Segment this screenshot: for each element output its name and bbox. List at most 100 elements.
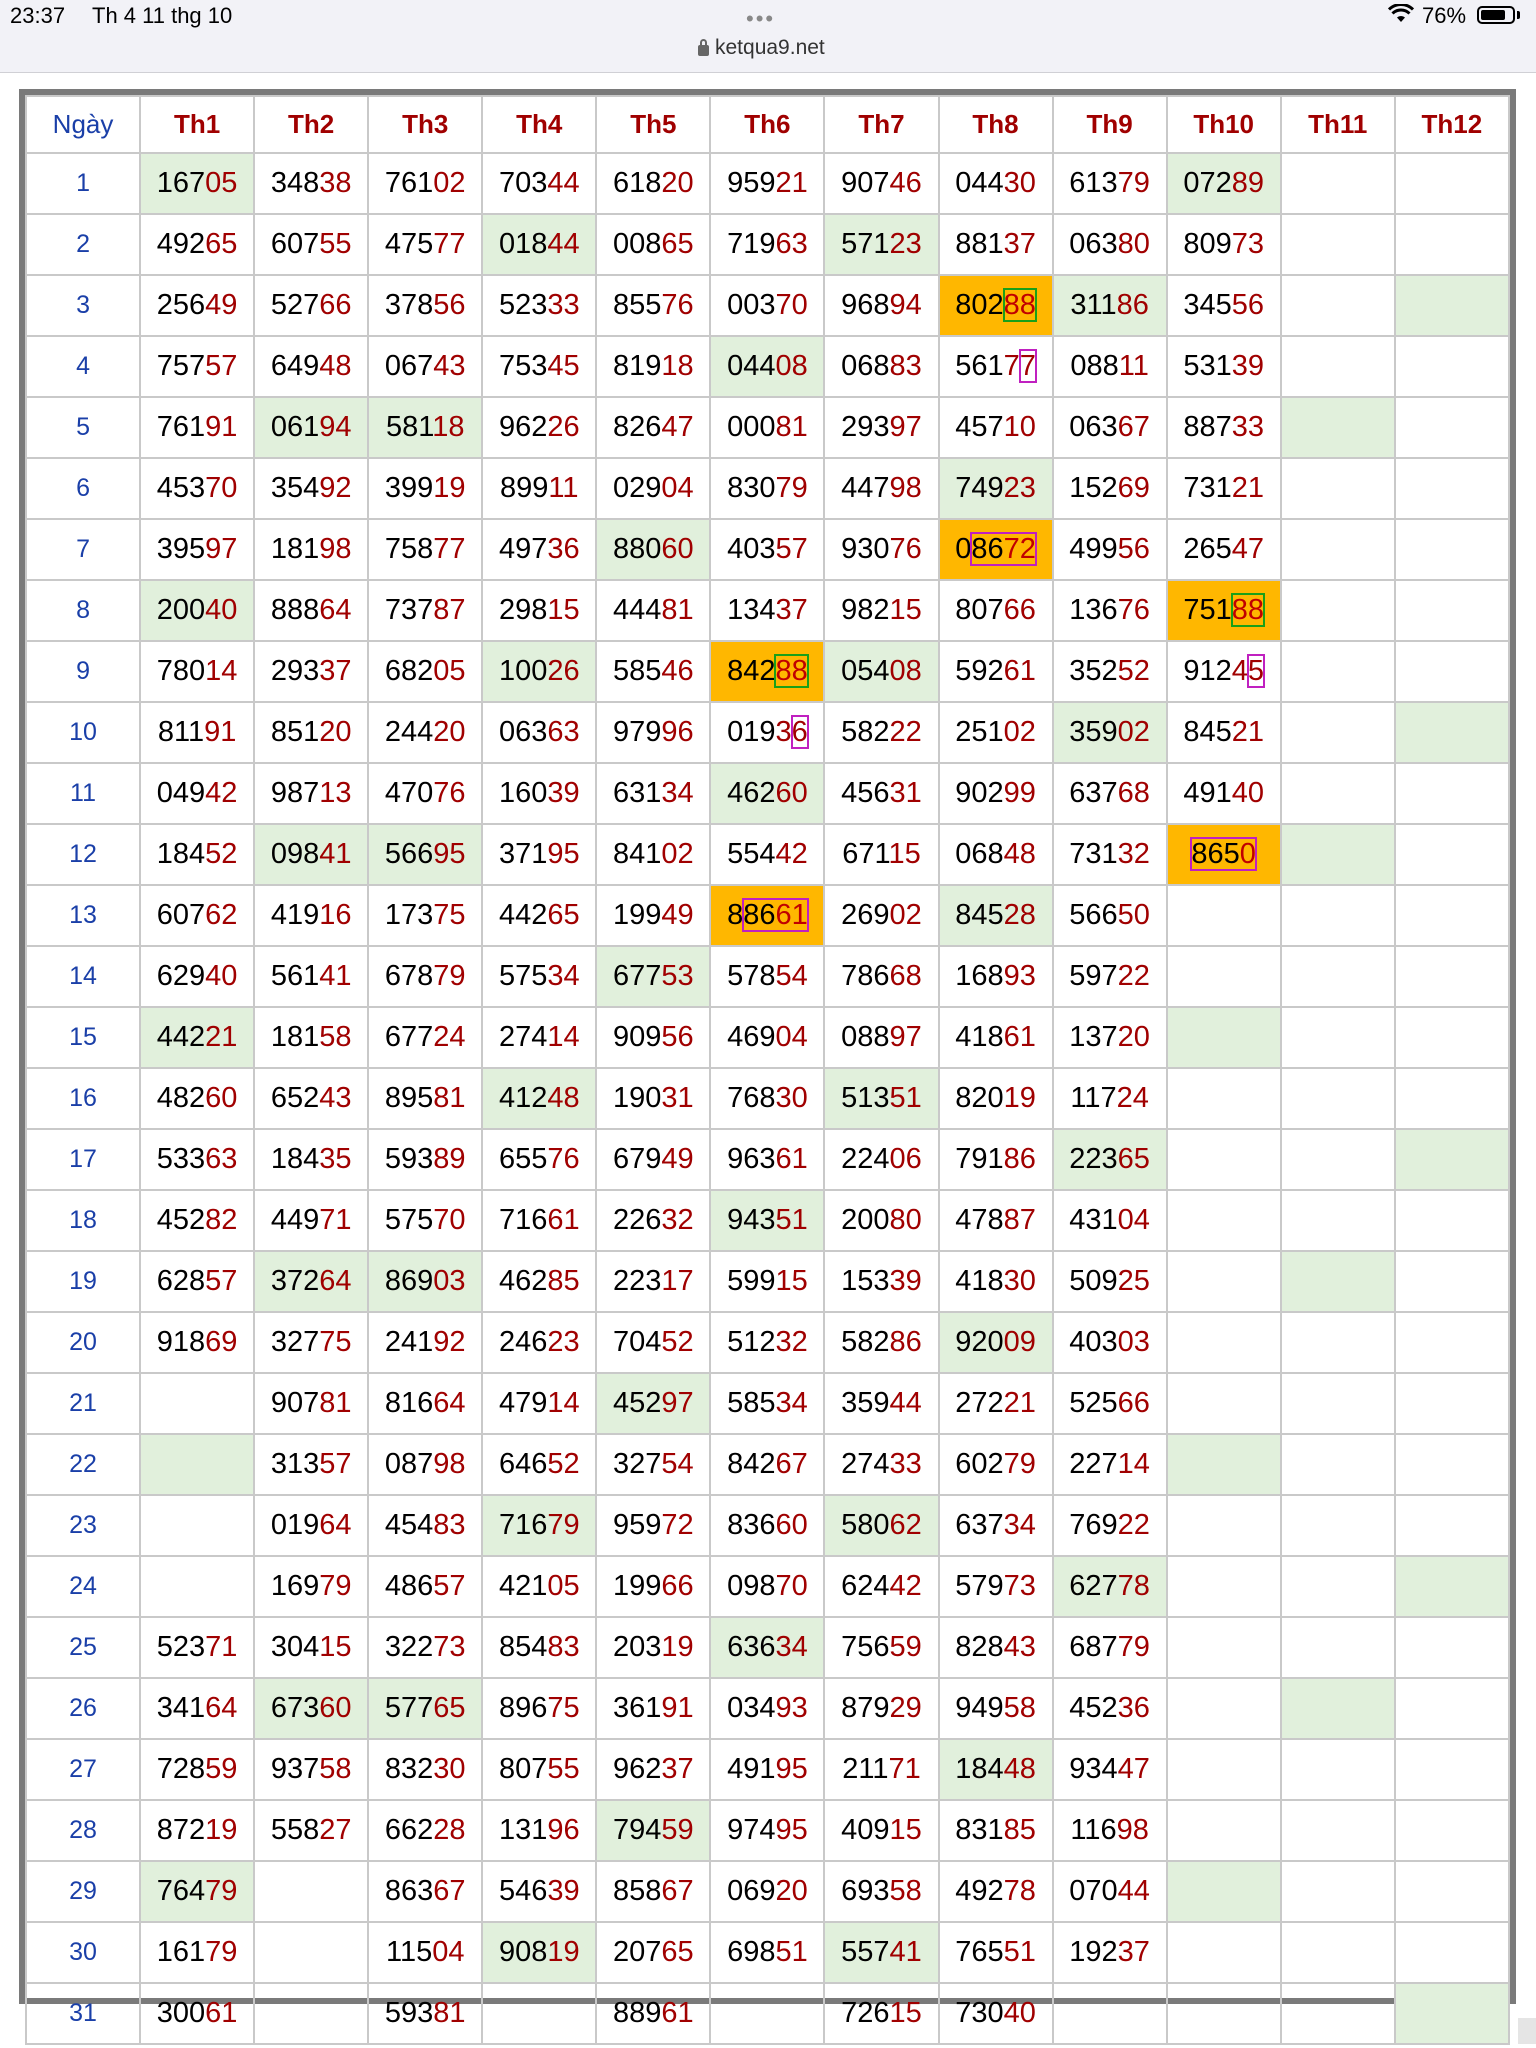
result-cell: 52766: [253, 274, 370, 337]
result-cell: 00081: [709, 396, 826, 459]
result-cell: 82647: [595, 396, 712, 459]
result-cell: 34556: [1165, 274, 1282, 337]
result-cell: 78668: [823, 945, 940, 1008]
result-cell: 52333: [481, 274, 598, 337]
empty-cell: [1393, 213, 1511, 276]
result-cell: 16979: [253, 1555, 370, 1618]
result-cell: 11698: [1051, 1799, 1168, 1862]
month-header-12: Th12: [1393, 95, 1511, 154]
empty-cell: [1393, 1494, 1511, 1557]
empty-cell: [1165, 1311, 1282, 1374]
result-cell: 87929: [823, 1677, 940, 1740]
empty-cell: [1279, 335, 1396, 398]
result-cell: 73040: [937, 1982, 1054, 2045]
result-cell: 31357: [253, 1433, 370, 1496]
result-cell: 98215: [823, 579, 940, 642]
result-cell: 03493: [709, 1677, 826, 1740]
result-cell: 53139: [1165, 335, 1282, 398]
result-cell: 84528: [937, 884, 1054, 947]
empty-cell: [1279, 1494, 1396, 1557]
result-cell: 45710: [937, 396, 1054, 459]
result-cell: 92009: [937, 1311, 1054, 1374]
empty-cell: [1165, 1372, 1282, 1435]
empty-cell: [1393, 884, 1511, 947]
result-cell: 09870: [709, 1555, 826, 1618]
empty-cell: [1279, 1677, 1396, 1740]
result-cell: 88137: [937, 213, 1054, 276]
result-cell: 67879: [367, 945, 484, 1008]
empty-cell: [1393, 152, 1511, 215]
result-cell: 64652: [481, 1433, 598, 1496]
empty-cell: [1165, 1921, 1282, 1984]
result-cell: 71679: [481, 1494, 598, 1557]
result-cell: 24623: [481, 1311, 598, 1374]
more-dots-icon[interactable]: •••: [746, 6, 776, 31]
table-row: 10 81191 85120 24420 06363 97996 01936 58222 251…: [24, 701, 1511, 764]
day-number: 21: [24, 1372, 142, 1435]
result-cell: 59261: [937, 640, 1054, 703]
empty-cell: [1393, 1372, 1511, 1435]
results-table: Ngày Th1 Th2 Th3 Th4 Th5 Th6 Th7 Th8 Th9 Th10 Th11 T…: [24, 95, 1511, 2045]
result-cell: 15269: [1051, 457, 1168, 520]
result-cell: 60755: [253, 213, 370, 276]
day-number: 23: [24, 1494, 142, 1557]
result-cell: 08811: [1051, 335, 1168, 398]
result-cell: 57123: [823, 213, 940, 276]
day-number: 24: [24, 1555, 142, 1618]
table-row: 11 04942 98713 47076 16039 63134 46260 45631 902…: [24, 762, 1511, 825]
result-cell: 60762: [139, 884, 256, 947]
result-cell: 13720: [1051, 1006, 1168, 1069]
result-cell: 67753: [595, 945, 712, 1008]
result-cell: 06367: [1051, 396, 1168, 459]
result-cell: 47914: [481, 1372, 598, 1435]
result-cell: 51351: [823, 1067, 940, 1130]
result-cell: 30061: [139, 1982, 256, 2045]
result-cell: 06380: [1051, 213, 1168, 276]
empty-cell: [1165, 1616, 1282, 1679]
address-bar[interactable]: ketqua9.net: [698, 36, 825, 60]
result-cell: 63134: [595, 762, 712, 825]
result-cell: 97996: [595, 701, 712, 764]
result-cell: 79186: [937, 1128, 1054, 1191]
empty-cell: [1165, 1067, 1282, 1130]
result-cell: 46904: [709, 1006, 826, 1069]
empty-cell: [1279, 1616, 1396, 1679]
result-cell: 40303: [1051, 1311, 1168, 1374]
status-bar: 23:37 Th 4 11 thg 10 ••• ketqua9.net 76%: [0, 0, 1536, 73]
result-cell: 49278: [937, 1860, 1054, 1923]
day-number: 29: [24, 1860, 142, 1923]
empty-cell: [253, 1860, 370, 1923]
empty-cell: [1393, 1067, 1511, 1130]
empty-cell: [1165, 884, 1282, 947]
result-cell: 24420: [367, 701, 484, 764]
result-cell: 85576: [595, 274, 712, 337]
result-cell: 55827: [253, 1799, 370, 1862]
empty-cell: [1393, 1311, 1511, 1374]
scrollbar-corner[interactable]: [1518, 2018, 1536, 2044]
empty-cell: [1393, 396, 1511, 459]
empty-cell: [1393, 579, 1511, 642]
result-cell: 59915: [709, 1250, 826, 1313]
result-cell: 06920: [709, 1860, 826, 1923]
table-row: 25 52371 30415 32273 85483 20319 63634 75659 828…: [24, 1616, 1511, 1679]
empty-cell: [1165, 1494, 1282, 1557]
result-cell: 16039: [481, 762, 598, 825]
result-cell: 80973: [1165, 213, 1282, 276]
result-cell: 32273: [367, 1616, 484, 1679]
table-row: 5 76191 06194 58118 96226 82647 00081 29397 4571…: [24, 396, 1511, 459]
empty-cell: [1393, 1128, 1511, 1191]
result-cell: 90819: [481, 1921, 598, 1984]
result-cell: 63634: [709, 1616, 826, 1679]
result-cell: 84102: [595, 823, 712, 886]
result-cell: 22632: [595, 1189, 712, 1252]
result-cell: 20319: [595, 1616, 712, 1679]
result-cell: 75188: [1165, 579, 1282, 642]
result-cell: 97495: [709, 1799, 826, 1862]
result-cell: 15339: [823, 1250, 940, 1313]
result-cell: 81664: [367, 1372, 484, 1435]
result-cell: 04942: [139, 762, 256, 825]
result-cell: 59722: [1051, 945, 1168, 1008]
result-cell: 00370: [709, 274, 826, 337]
result-cell: 02904: [595, 457, 712, 520]
result-cell: 16893: [937, 945, 1054, 1008]
